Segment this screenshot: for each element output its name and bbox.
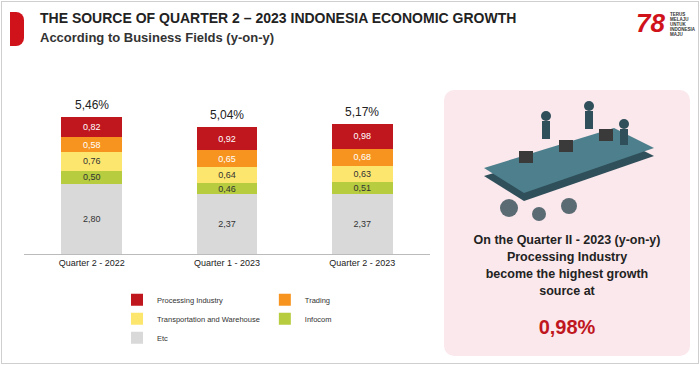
html-text:MELAJU: MELAJU — [670, 17, 689, 22]
svg-text:2,37: 2,37 — [218, 219, 236, 229]
svg-text:0,58: 0,58 — [83, 140, 101, 150]
html-text:Processing Industry: Processing Industry — [506, 250, 628, 264]
html-text:According to Business Fields (: According to Business Fields (y-on-y) — [40, 30, 274, 45]
html-text:INDONESIA: INDONESIA — [670, 27, 695, 32]
svg-text:Transportation and Warehouse: Transportation and Warehouse — [157, 315, 260, 324]
svg-text:0,76: 0,76 — [83, 156, 101, 166]
svg-text:0,82: 0,82 — [83, 122, 101, 132]
svg-text:Quarter 1 - 2023: Quarter 1 - 2023 — [194, 258, 260, 268]
svg-text:5,17%: 5,17% — [345, 105, 379, 119]
html-text:On the Quarter II - 2023 (y-on: On the Quarter II - 2023 (y-on-y) — [473, 233, 661, 247]
html-text:78: 78 — [636, 8, 665, 38]
svg-text:Quarter 2 - 2023: Quarter 2 - 2023 — [329, 258, 395, 268]
svg-text:0,50: 0,50 — [83, 172, 101, 182]
html-text:0,98%: 0,98% — [538, 316, 596, 338]
svg-text:0,68: 0,68 — [354, 152, 372, 162]
svg-text:Infocom: Infocom — [305, 315, 332, 324]
html-text:TERUS: TERUS — [670, 12, 686, 17]
svg-text:Quarter 2 - 2022: Quarter 2 - 2022 — [59, 258, 125, 268]
svg-text:Processing Industry: Processing Industry — [157, 296, 223, 305]
svg-text:5,46%: 5,46% — [75, 98, 109, 112]
html-text:source at: source at — [539, 284, 595, 298]
html-text:UNTUK: UNTUK — [670, 22, 686, 27]
svg-text:5,04%: 5,04% — [210, 108, 244, 122]
svg-text:2,80: 2,80 — [83, 214, 101, 224]
svg-text:0,64: 0,64 — [218, 170, 236, 180]
svg-text:0,46: 0,46 — [218, 184, 236, 194]
html-text:MAJU: MAJU — [670, 32, 683, 37]
svg-text:0,65: 0,65 — [218, 154, 236, 164]
svg-text:0,98: 0,98 — [354, 131, 372, 141]
svg-text:Etc: Etc — [157, 334, 168, 343]
html-text:THE SOURCE OF QUARTER 2 – 2023: THE SOURCE OF QUARTER 2 – 2023 INDONESIA… — [40, 10, 517, 26]
svg-text:0,51: 0,51 — [354, 183, 372, 193]
svg-text:2,37: 2,37 — [354, 219, 372, 229]
html-text:become the highest growth: become the highest growth — [485, 267, 649, 281]
svg-text:0,63: 0,63 — [354, 169, 372, 179]
svg-text:0,92: 0,92 — [218, 134, 236, 144]
svg-text:Trading: Trading — [305, 296, 330, 305]
